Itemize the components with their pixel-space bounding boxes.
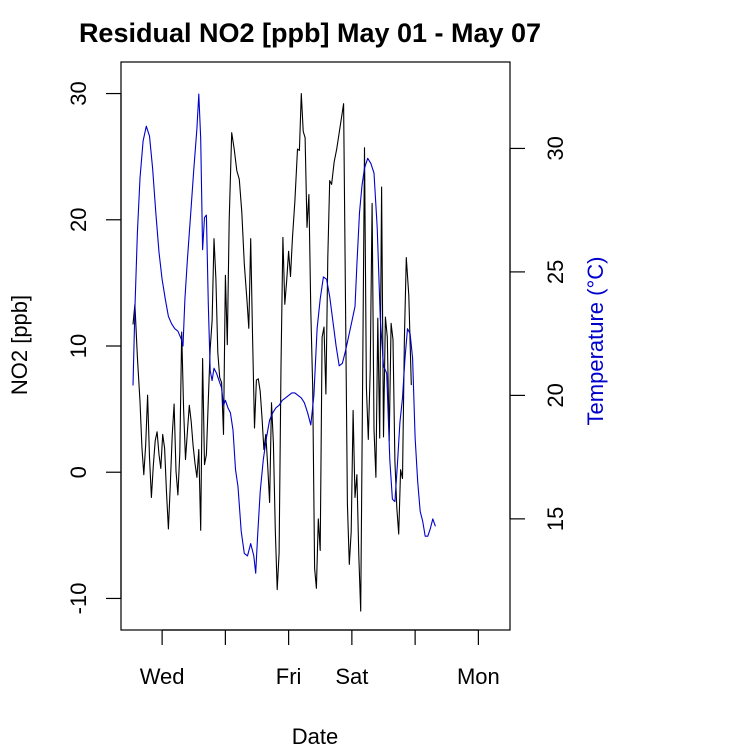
y-tick-label: 10 (66, 334, 91, 358)
y-tick-label: 30 (66, 81, 91, 105)
y-tick-label: 0 (66, 466, 91, 478)
y2-tick-label: 15 (543, 507, 568, 531)
series-line-no2-ppb (132, 93, 412, 612)
x-tick-label: Mon (457, 664, 500, 689)
axes-layer: Wed Fri Sat Mon -10 0 10 20 30 15 20 25 30 (66, 81, 568, 689)
x-tick-label: Fri (276, 664, 302, 689)
y-axis-label: NO2 [ppb] (7, 295, 32, 395)
y2-axis-label: Temperature (°C) (583, 257, 608, 426)
x-tick-label: Sat (335, 664, 368, 689)
y2-tick-label: 30 (543, 136, 568, 160)
chart-title: Residual NO2 [ppb] May 01 - May 07 (79, 18, 541, 48)
x-axis-label: Date (292, 724, 338, 749)
plot-frame (120, 61, 511, 631)
y2-tick-label: 25 (543, 260, 568, 284)
y-tick-label: 20 (66, 208, 91, 232)
x-tick-label: Wed (140, 664, 185, 689)
series-layer (132, 93, 436, 612)
y-tick-label: -10 (66, 583, 91, 615)
series-line-temperature-c (132, 93, 436, 574)
y2-tick-label: 20 (543, 383, 568, 407)
